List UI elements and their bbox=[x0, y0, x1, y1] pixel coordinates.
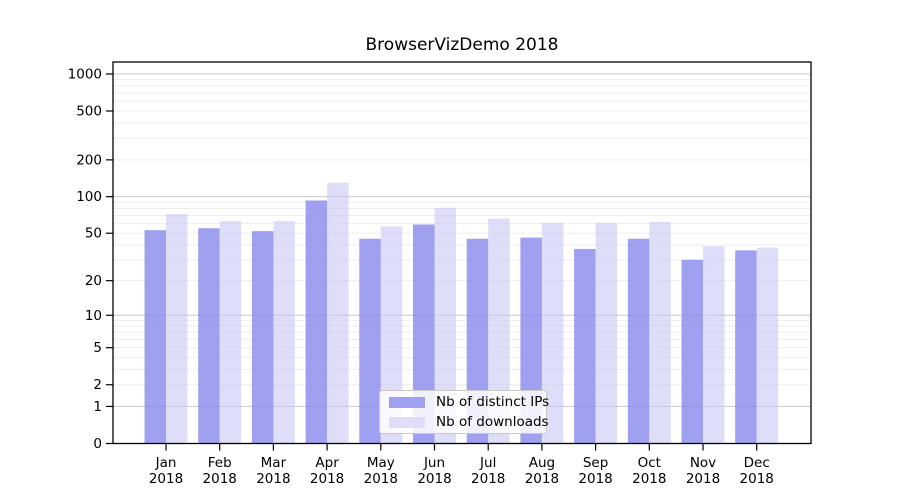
bar-distinct-ips-dec bbox=[735, 250, 757, 444]
legend: Nb of distinct IPs Nb of downloads bbox=[379, 390, 549, 434]
bar-downloads-feb bbox=[219, 221, 242, 444]
x-tick-label-year-sep: 2018 bbox=[578, 471, 612, 487]
x-tick-label-month-jun: Jun bbox=[423, 455, 445, 471]
y-tick-label-5: 5 bbox=[93, 340, 102, 356]
y-tick-label-2: 2 bbox=[93, 377, 102, 393]
bar-distinct-ips-nov bbox=[681, 259, 703, 444]
x-tick-label-year-oct: 2018 bbox=[632, 471, 666, 487]
bar-downloads-sep bbox=[595, 222, 618, 444]
bar-downloads-jul bbox=[488, 218, 510, 444]
x-tick-label-year-jul: 2018 bbox=[471, 471, 505, 487]
bar-downloads-aug bbox=[541, 222, 564, 444]
y-tick-label-500: 500 bbox=[76, 104, 102, 120]
x-tick-label-year-jan: 2018 bbox=[149, 471, 183, 487]
y-tick-label-10: 10 bbox=[85, 308, 102, 324]
x-tick-label-year-feb: 2018 bbox=[203, 471, 237, 487]
x-tick-label-month-may: May bbox=[367, 455, 395, 471]
y-tick-label-1000: 1000 bbox=[68, 67, 102, 83]
plot-border bbox=[112, 61, 812, 445]
bar-downloads-dec bbox=[756, 247, 779, 444]
x-tick-label-year-dec: 2018 bbox=[740, 471, 774, 487]
legend-item-distinct-ips: Nb of distinct IPs bbox=[389, 395, 549, 409]
y-tick-label-100: 100 bbox=[76, 189, 102, 205]
bar-downloads-jun bbox=[434, 207, 456, 444]
legend-item-downloads: Nb of downloads bbox=[389, 415, 549, 429]
bar-distinct-ips-apr bbox=[305, 200, 328, 444]
bar-distinct-ips-oct bbox=[627, 238, 650, 444]
bar-distinct-ips-feb bbox=[198, 228, 220, 444]
bar-downloads-apr bbox=[327, 182, 349, 444]
y-tick-label-1: 1 bbox=[93, 399, 102, 415]
legend-label-distinct-ips: Nb of distinct IPs bbox=[436, 394, 550, 410]
legend-swatch-downloads bbox=[389, 416, 425, 428]
x-tick-label-month-feb: Feb bbox=[208, 455, 232, 471]
x-tick-label-month-oct: Oct bbox=[638, 455, 661, 471]
bar-downloads-mar bbox=[273, 221, 295, 444]
y-tick-label-200: 200 bbox=[76, 152, 102, 168]
bar-distinct-ips-jan bbox=[144, 230, 166, 444]
bar-distinct-ips-jun bbox=[413, 224, 435, 444]
legend-swatch-distinct-ips bbox=[389, 396, 425, 408]
x-tick-label-month-sep: Sep bbox=[583, 455, 608, 471]
x-tick-label-year-mar: 2018 bbox=[256, 471, 290, 487]
x-tick-label-month-jan: Jan bbox=[155, 455, 177, 471]
x-tick-label-year-apr: 2018 bbox=[310, 471, 344, 487]
legend-label-downloads: Nb of downloads bbox=[436, 414, 549, 430]
chart-title: BrowserVizDemo 2018 bbox=[365, 35, 559, 55]
x-tick-label-year-may: 2018 bbox=[364, 471, 398, 487]
x-tick-label-year-jun: 2018 bbox=[417, 471, 451, 487]
y-tick-label-20: 20 bbox=[85, 273, 102, 289]
y-tick-label-0: 0 bbox=[93, 436, 102, 452]
bar-distinct-ips-sep bbox=[574, 248, 596, 444]
x-tick-label-month-dec: Dec bbox=[744, 455, 770, 471]
x-tick-label-month-nov: Nov bbox=[690, 455, 716, 471]
bar-downloads-nov bbox=[703, 246, 725, 444]
y-tick-label-50: 50 bbox=[85, 226, 102, 242]
x-tick-label-month-mar: Mar bbox=[261, 455, 287, 471]
x-tick-label-month-aug: Aug bbox=[529, 455, 555, 471]
bar-downloads-jan bbox=[166, 214, 188, 444]
bar-distinct-ips-may bbox=[359, 238, 381, 444]
bar-distinct-ips-mar bbox=[251, 231, 274, 444]
x-tick-label-year-nov: 2018 bbox=[686, 471, 720, 487]
x-tick-label-month-apr: Apr bbox=[315, 455, 339, 471]
bar-downloads-may bbox=[380, 226, 403, 444]
bar-downloads-oct bbox=[649, 221, 671, 444]
x-tick-label-year-aug: 2018 bbox=[525, 471, 559, 487]
x-tick-label-month-jul: Jul bbox=[479, 455, 496, 471]
